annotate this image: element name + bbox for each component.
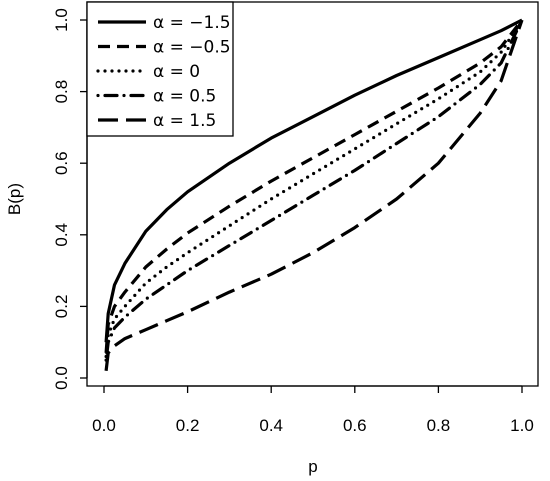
- legend-label-3: α = 0.5: [153, 87, 216, 107]
- legend: α = −1.5 α = −0.5 α = 0 α = 0.5 α = 1.5: [86, 1, 234, 137]
- x-tick-label-3: 0.6: [343, 416, 367, 435]
- y-axis: 0.0 0.2 0.4 0.6 0.8 1.0: [52, 8, 88, 390]
- series-line-0: [104, 18, 523, 343]
- x-axis: 0.0 0.2 0.4 0.6 0.8 1.0: [92, 385, 534, 435]
- series-line-3: [104, 18, 524, 362]
- x-tick-label-1: 0.2: [176, 416, 200, 435]
- legend-label-0: α = −1.5: [153, 13, 231, 33]
- y-tick-label-2: 0.4: [52, 223, 71, 247]
- y-axis-title: B(p): [5, 183, 24, 215]
- y-tick-label-3: 0.6: [52, 151, 71, 175]
- x-tick-label-2: 0.4: [259, 416, 283, 435]
- legend-label-2: α = 0: [153, 62, 200, 82]
- x-tick-label-4: 0.8: [427, 416, 451, 435]
- x-axis-title: p: [308, 457, 317, 476]
- legend-label-4: α = 1.5: [153, 111, 216, 131]
- series-layer: [104, 18, 524, 371]
- legend-box: [86, 1, 234, 137]
- y-tick-label-1: 0.2: [52, 295, 71, 319]
- series-line-1: [104, 19, 524, 354]
- legend-label-1: α = −0.5: [153, 38, 231, 58]
- series-line-4: [104, 19, 524, 371]
- y-tick-label-4: 0.8: [52, 80, 71, 104]
- y-tick-label-5: 1.0: [52, 8, 71, 32]
- x-tick-label-0: 0.0: [92, 416, 116, 435]
- x-tick-label-5: 1.0: [510, 416, 534, 435]
- y-tick-label-0: 0.0: [52, 366, 71, 390]
